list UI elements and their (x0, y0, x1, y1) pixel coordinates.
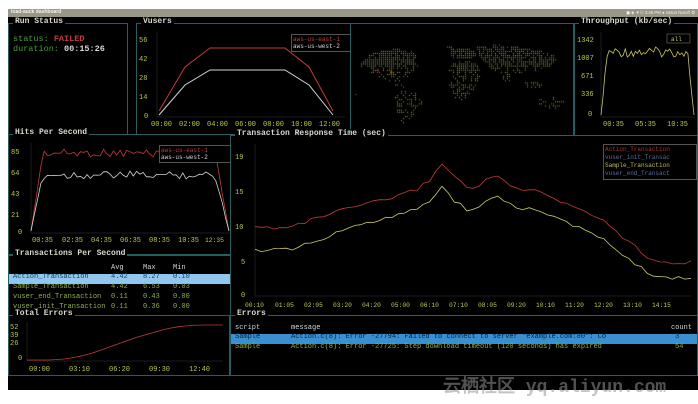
svg-text:all: all (671, 36, 682, 43)
